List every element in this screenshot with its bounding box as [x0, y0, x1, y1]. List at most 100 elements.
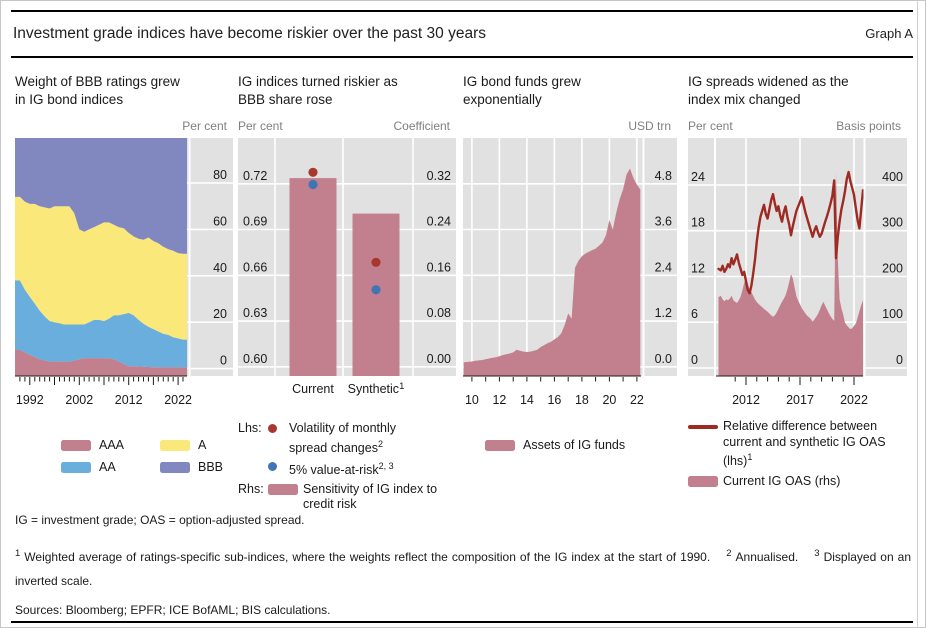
tick-label: 4.8 [655, 169, 672, 183]
tick-label: 80 [213, 168, 227, 182]
unit-right-label: Basis points [836, 119, 901, 133]
unit-right-label: USD trn [628, 119, 671, 133]
blue-dot-swatch [268, 462, 277, 472]
area-assets-of-ig-funds [463, 168, 641, 376]
unit-right-label: Coefficient [393, 119, 450, 133]
legend-funds: Assets of IG funds [485, 438, 677, 454]
tick-label: 0.24 [427, 215, 451, 229]
area-series-BBB [15, 136, 187, 254]
tick-label: 300 [882, 216, 903, 230]
area-series-AA [15, 280, 187, 368]
legend-item: AAA [61, 438, 134, 454]
x-axis-label: 22 [630, 393, 644, 407]
legend-item: Current IG OAS (rhs) [688, 474, 907, 490]
tick-label: 400 [882, 170, 903, 184]
tick-label: 60 [213, 214, 227, 228]
strip-separator [714, 138, 716, 376]
funds-swatch [485, 440, 515, 452]
tick-label: 6 [691, 307, 698, 321]
area-chart: 0.0 1.2 2.4 3.6 4.8 10 12 14 16 18 20 22 [463, 138, 677, 410]
line-area-chart: 0 6 12 18 24 0 100 200 300 400 2012 2017 2022 [688, 138, 907, 410]
tick-label: 100 [882, 307, 903, 321]
area-series-A [15, 196, 187, 340]
strip-separator [188, 138, 191, 376]
panels-row: Weight of BBB ratings grew in IG bond in… [1, 73, 925, 519]
graph-label: Graph A [865, 26, 913, 41]
tick-label: 0.32 [427, 169, 451, 183]
sources-line: Sources: Bloomberg; EPFR; ICE BofAML; BI… [15, 603, 331, 617]
area-series-AAA [15, 350, 187, 376]
x-axis-label: 12 [492, 393, 506, 407]
bar-Synthetic [352, 213, 400, 376]
strip-separator [642, 138, 645, 376]
tick-label: 12 [691, 262, 705, 276]
plot-background [238, 138, 456, 376]
x-axis-label: 2017 [786, 393, 814, 407]
footnotes-paragraph: 1 Weighted average of ratings-specific su… [15, 548, 911, 588]
x-axis-label: 20 [602, 393, 616, 407]
tick-label: 24 [691, 170, 705, 184]
x-axis-label: 18 [575, 393, 589, 407]
a-swatch [160, 440, 190, 452]
red-dot-swatch [268, 424, 277, 433]
x-axis-label: 1992 [16, 393, 44, 407]
panel-riskiness: IG indices turned riskier as BBB share r… [238, 73, 456, 513]
category-label: Synthetic1 [348, 381, 405, 396]
page-edge-line [917, 1, 918, 627]
x-axis-label: 2002 [65, 393, 93, 407]
strip-separator [863, 138, 866, 376]
tick-label: 0.60 [243, 352, 267, 366]
legend-ratings: AAA AA A BBB [61, 438, 233, 475]
oas-swatch [688, 475, 718, 487]
x-axis-label: 16 [547, 393, 561, 407]
legend-item: Rhs: Sensitivity of IG index to credit r… [238, 481, 438, 512]
legend-item: A [160, 438, 233, 454]
axis-units: USD trn [463, 113, 677, 138]
tick-label: 20 [213, 307, 227, 321]
tick-label: 0 [220, 354, 227, 368]
tick-label: 2.4 [655, 260, 672, 274]
title-rule [11, 56, 913, 58]
stacked-area-chart: 0 20 40 60 80 1992 2002 2012 2022 [15, 136, 233, 410]
x-axis-label: 14 [520, 393, 534, 407]
unit-left-label: Per cent [238, 119, 283, 133]
tick-label: 0.69 [243, 215, 267, 229]
figure-footer: IG = investment grade; OAS = option-adju… [15, 513, 911, 618]
area-current-ig-oas [718, 172, 863, 376]
tick-label: 0.72 [243, 169, 267, 183]
unit-right-label: Per cent [182, 119, 227, 133]
category-label: Current [292, 382, 334, 396]
abbreviations-line: IG = investment grade; OAS = option-adju… [15, 513, 305, 527]
legend-item: AA [61, 460, 134, 476]
x-axis-label: 2022 [164, 393, 192, 407]
tick-label: 0.0 [655, 352, 672, 366]
axis-units: Per cent Coefficient [238, 113, 456, 138]
x-axis-label: 2012 [115, 393, 143, 407]
panel-ig-spreads: IG spreads widened as the index mix chan… [688, 73, 907, 489]
aa-swatch [61, 461, 91, 473]
x-axis-label: 2022 [840, 393, 868, 407]
tick-label: 0.00 [427, 352, 451, 366]
tick-label: 0 [691, 353, 698, 367]
legend-item: 5% value-at-risk2, 3 [238, 459, 456, 479]
panel-ig-funds: IG bond funds grew exponentially USD trn… [463, 73, 677, 454]
legend-risk-measures: Lhs: Volatility of monthly spread change… [238, 421, 456, 513]
axis-units: Per cent Basis points [688, 113, 907, 138]
bar-dot-chart: 0.60 0.63 0.66 0.69 0.72 0.00 0.08 0.16 0.24 0.32… [238, 138, 456, 410]
panel-title: Weight of BBB ratings grew in IG bond in… [15, 74, 180, 107]
legend-item: Relative difference between current and … [688, 419, 907, 470]
tick-label: 18 [691, 216, 705, 230]
axis-units: Per cent [15, 113, 233, 138]
dark-red-line-swatch [688, 425, 718, 429]
dot [308, 167, 318, 177]
line-relative-difference [717, 170, 865, 295]
aaa-swatch [61, 440, 91, 452]
tick-label: 0.16 [427, 260, 451, 274]
top-rule [11, 10, 913, 12]
legend-item: Lhs: Volatility of monthly spread change… [238, 421, 396, 455]
dot [371, 285, 381, 295]
tick-label: 0.63 [243, 306, 267, 320]
x-axis-label: 10 [465, 393, 479, 407]
dot [371, 257, 381, 267]
